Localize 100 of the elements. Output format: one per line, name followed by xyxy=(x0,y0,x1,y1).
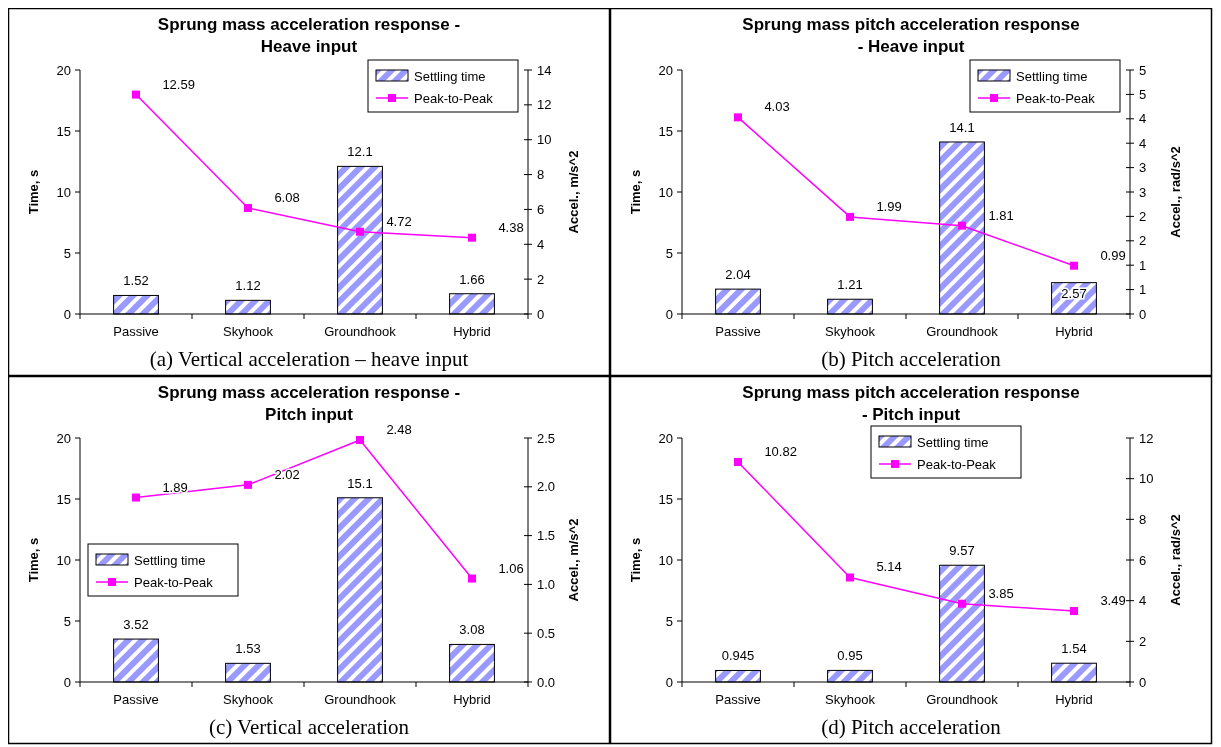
point xyxy=(244,480,252,489)
y2-tick-label: 0 xyxy=(1139,674,1147,690)
x-tick-label: Passive xyxy=(715,692,761,707)
legend-label: Settling time xyxy=(134,552,206,568)
y-tick-label: 5 xyxy=(665,245,673,261)
y-tick-label: 10 xyxy=(658,552,673,568)
y2-tick-label: 1 xyxy=(1139,257,1147,273)
legend-label: Peak-to-Peak xyxy=(134,574,214,590)
y-tick-label: 0 xyxy=(63,674,71,690)
y-tick-label: 0 xyxy=(665,674,673,690)
point xyxy=(846,212,854,221)
data-label: 1.53 xyxy=(235,641,261,657)
x-tick-label: Hybrid xyxy=(1055,324,1093,339)
x-tick-label: Hybrid xyxy=(453,324,491,339)
y-tick-label: 10 xyxy=(56,552,71,568)
y2-tick-label: 2 xyxy=(1139,233,1147,249)
x-tick-label: Skyhook xyxy=(825,692,876,707)
x-tick-label: Skyhook xyxy=(223,324,274,339)
y2-tick-label: 3 xyxy=(1139,160,1147,176)
y2-axis-title: Accel., rad/s^2 xyxy=(1168,146,1183,238)
y-tick-label: 10 xyxy=(56,184,71,200)
x-tick-label: Skyhook xyxy=(223,692,274,707)
text: (b) Pitch acceleration xyxy=(821,347,1002,371)
y-tick-label: 10 xyxy=(658,184,673,200)
data-label: 1.81 xyxy=(988,207,1014,223)
x-tick-label: Passive xyxy=(113,324,159,339)
data-label: 3.49 xyxy=(1100,593,1126,609)
y-tick-label: 15 xyxy=(658,491,673,507)
data-label: 1.99 xyxy=(876,198,902,214)
y2-tick-label: 4 xyxy=(537,236,545,252)
data-label: 1.06 xyxy=(498,560,524,576)
y2-tick-label: 2.5 xyxy=(537,430,556,446)
x-tick-label: Groundhook xyxy=(926,692,999,707)
y2-tick-label: 4 xyxy=(1139,593,1147,609)
text: (c) Vertical acceleration xyxy=(208,715,410,739)
point xyxy=(468,574,476,583)
y-tick-label: 0 xyxy=(665,306,673,322)
y2-tick-label: 5 xyxy=(1139,62,1147,78)
y-axis-title: Time, s xyxy=(26,537,41,583)
data-label: 4.03 xyxy=(764,99,790,115)
x-tick-label: Hybrid xyxy=(1055,692,1093,707)
point xyxy=(734,457,742,466)
y2-axis-title: Accel., m/s^2 xyxy=(566,150,581,234)
y2-tick-label: 3 xyxy=(1139,184,1147,200)
y-axis-title: Time, s xyxy=(628,169,643,215)
data-label: 3.52 xyxy=(123,617,149,633)
data-label: 15.1 xyxy=(347,475,373,491)
data-label: 9.57 xyxy=(949,543,975,559)
y2-tick-label: 1.5 xyxy=(537,528,556,544)
y2-tick-label: 0 xyxy=(1139,306,1147,322)
y-tick-label: 15 xyxy=(56,491,71,507)
data-label: 0.945 xyxy=(721,648,755,664)
data-label: 3.85 xyxy=(988,585,1014,601)
data-label: 1.89 xyxy=(162,479,188,495)
data-label: 10.82 xyxy=(764,443,797,459)
y2-tick-label: 2.0 xyxy=(537,479,556,495)
y-tick-label: 5 xyxy=(665,613,673,629)
x-tick-label: Passive xyxy=(113,692,159,707)
y2-tick-label: 10 xyxy=(1139,471,1154,487)
y-tick-label: 20 xyxy=(658,430,673,446)
data-label: 4.72 xyxy=(386,213,412,229)
y-tick-label: 15 xyxy=(56,123,71,139)
x-tick-label: Groundhook xyxy=(324,692,397,707)
legend-label: Settling time xyxy=(414,68,486,84)
chart-title: Sprung mass acceleration response - Heave input xyxy=(157,15,461,56)
y2-tick-label: 12 xyxy=(1139,430,1154,446)
chart-title: Sprung mass pitch acceleration response - Heave input xyxy=(742,15,1080,56)
data-label: 1.66 xyxy=(459,271,485,287)
data-label: 0.99 xyxy=(1100,247,1126,263)
point xyxy=(846,573,854,582)
y2-axis-title: Accel., m/s^2 xyxy=(566,518,581,602)
legend-label: Peak-to-Peak xyxy=(414,90,494,106)
legend-label: Peak-to-Peak xyxy=(1016,90,1096,106)
chart-title: Sprung mass acceleration response - Pitch input xyxy=(157,383,461,424)
y2-tick-label: 1 xyxy=(1139,282,1147,298)
y2-tick-label: 2 xyxy=(537,271,545,287)
data-label: 2.02 xyxy=(274,466,300,482)
x-tick-label: Groundhook xyxy=(926,324,999,339)
data-label: 2.57 xyxy=(1061,285,1087,301)
point xyxy=(132,493,140,502)
point xyxy=(356,435,364,444)
data-label: 1.52 xyxy=(123,273,149,289)
y2-tick-label: 14 xyxy=(537,62,552,78)
text: (a) Vertical acceleration – heave input xyxy=(149,347,469,371)
y2-tick-label: 4 xyxy=(1139,111,1147,127)
data-label: 2.04 xyxy=(725,267,751,283)
y-tick-label: 20 xyxy=(658,62,673,78)
y-tick-label: 5 xyxy=(63,245,71,261)
y2-tick-label: 4 xyxy=(1139,135,1147,151)
y-tick-label: 20 xyxy=(56,430,71,446)
y2-axis-title: Accel., rad/s^2 xyxy=(1168,514,1183,606)
y2-tick-label: 6 xyxy=(537,201,545,217)
point xyxy=(132,90,140,99)
y-axis-title: Time, s xyxy=(26,169,41,215)
data-label: 14.1 xyxy=(949,119,975,135)
data-label: 1.54 xyxy=(1061,641,1087,657)
y2-tick-label: 1.0 xyxy=(537,576,556,592)
y-tick-label: 15 xyxy=(658,123,673,139)
y2-tick-label: 2 xyxy=(1139,208,1147,224)
point xyxy=(1070,607,1078,616)
